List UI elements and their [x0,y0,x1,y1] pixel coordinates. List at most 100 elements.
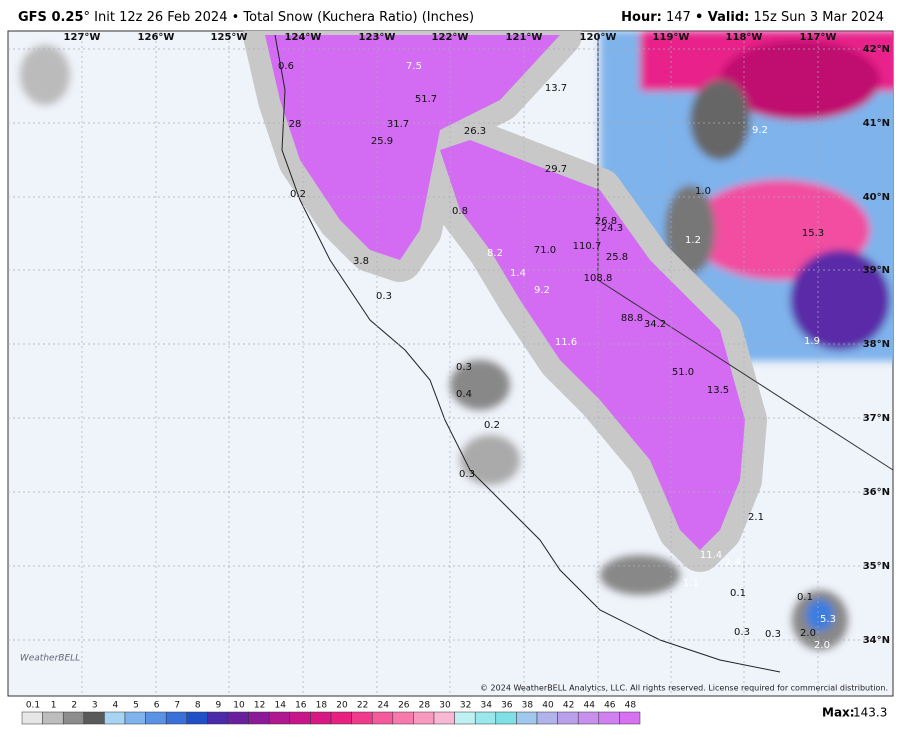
colorbar-swatch [42,711,64,725]
colorbar-swatch [268,711,291,725]
latitude-label: 42°N [863,44,890,55]
snow-total-label: 88.8 [621,313,643,324]
colorbar-label: 24 [377,701,389,711]
colorbar-swatch [186,711,208,725]
nevada-field [20,31,893,650]
colorbar-label: 28 [419,701,431,711]
snow-total-label: 0.4 [456,389,472,400]
colorbar-label: 34 [480,701,492,711]
colorbar: 0.1 1 2 3 4 5 6 7 8 9 10 12 14 16 18 20 22 24 26 28 30 32 34 36… [21,701,641,725]
longitude-label: 122°W [432,32,469,43]
snow-total-label: 28 [289,119,302,130]
snow-total-label: 0.1 [730,588,746,599]
hour-label: Hour: [621,10,662,25]
snow-total-label: 26.3 [464,126,486,137]
snow-total-label: 13.7 [545,83,567,94]
colorbar-label: 5 [133,701,139,711]
colorbar-label: 26 [398,701,410,711]
colorbar-label: 0.1 [26,701,40,711]
colorbar-swatch [165,711,188,725]
snow-total-label: 29.7 [545,164,567,175]
snow-total-label: 2.1 [748,512,764,523]
colorbar-label: 7 [174,701,180,711]
snow-total-label: 31.7 [387,119,409,130]
colorbar-swatch [62,711,85,725]
colorbar-swatch [474,711,497,725]
colorbar-swatch [619,711,641,725]
snow-total-label: 1.2 [685,235,701,246]
colorbar-label: 20 [336,701,348,711]
longitude-label: 127°W [64,32,101,43]
valid-info: Hour: 147 • Valid: 15z Sun 3 Mar 2024 [621,10,884,25]
title: GFS 0.25° Init 12z 26 Feb 2024 • Total S… [18,10,474,25]
snow-total-label: 26.8 [595,216,617,227]
snow-total-label: 2.0 [814,640,830,651]
header: GFS 0.25° Init 12z 26 Feb 2024 • Total S… [0,0,900,30]
colorbar-label: 14 [274,701,286,711]
colorbar-swatch [289,711,311,725]
valid: 15z Sun 3 Mar 2024 [753,10,884,25]
colorbar-label: 18 [316,701,328,711]
latitude-label: 35°N [863,561,890,572]
longitude-label: 117°W [800,32,837,43]
snow-total-label: 110.7 [573,241,602,252]
snow-total-label: 11.4 [700,550,722,561]
snow-total-label: 0.2 [484,420,500,431]
max-value: 143.3 [853,706,887,720]
colorbar-label: 44 [583,701,595,711]
longitude-label: 123°W [359,32,396,43]
snow-total-label: 24.3 [601,223,623,234]
max-label: Max: [822,706,855,720]
colorbar-label: 9 [216,701,222,711]
colorbar-swatch [598,711,620,725]
colorbar-swatch [124,711,146,725]
snow-total-label: 15.3 [802,228,824,239]
snow-total-label: 8.2 [487,248,503,259]
colorbar-swatch [577,711,600,725]
snow-total-label: 5.3 [820,614,836,625]
snow-total-label: 13.5 [707,385,729,396]
snow-total-label: 1.1 [683,578,699,589]
colorbar-swatch [248,711,270,725]
colorbar-swatch [516,711,538,725]
snow-total-label: 0.3 [456,362,472,373]
snow-total-label: 71.0 [534,245,556,256]
colorbar-swatch [310,711,332,725]
longitude-label: 118°W [726,32,763,43]
colorbar-swatch [104,711,126,725]
colorbar-label: 42 [563,701,574,711]
colorbar-label: 30 [439,701,451,711]
longitude-label: 119°W [653,32,690,43]
snow-total-label: 3.8 [353,256,369,267]
snow-total-label: 108.8 [584,273,613,284]
colorbar-swatch [351,711,373,725]
colorbar-label: 12 [254,701,265,711]
snow-total-label: 51.0 [672,367,694,378]
snow-total-label: 1.4 [510,268,526,279]
snow-field [20,31,893,650]
colorbar-label: 46 [604,701,616,711]
colorbar-swatch [21,711,43,725]
colorbar-label: 48 [625,701,637,711]
latitude-label: 36°N [863,487,890,498]
colorbar-label: 4 [113,701,119,711]
snow-total-label: 2.0 [800,628,816,639]
colorbar-label: 10 [233,701,245,711]
logo: WeatherBELL [20,654,80,664]
latitude-label: 41°N [863,118,890,129]
colorbar-label: 3 [92,701,98,711]
colorbar-label: 2 [71,701,77,711]
colorbar-label: 6 [154,701,160,711]
model: GFS 0.25 [18,10,84,25]
snow-total-label: 1.0 [695,186,711,197]
colorbar-swatch [392,711,414,725]
colorbar-label: 8 [195,701,201,711]
longitude-label: 125°W [211,32,248,43]
snow-total-label: 1.4 [725,557,741,568]
snow-total-label: 25.8 [606,252,628,263]
longitude-label: 126°W [138,32,175,43]
snow-total-label: 9.2 [534,285,550,296]
latitude-label: 34°N [863,635,890,646]
colorbar-swatch [413,711,435,725]
